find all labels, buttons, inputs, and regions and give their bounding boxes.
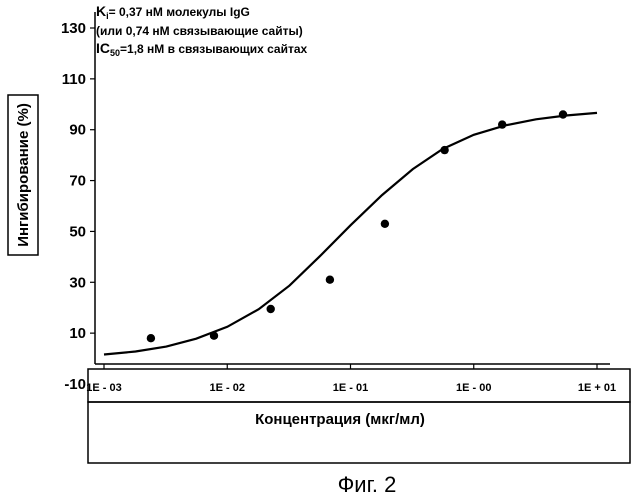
ki-annotation: Ki= 0,37 нМ молекулы IgG: [96, 3, 250, 21]
x-tick-label: 1E + 01: [578, 382, 616, 394]
ic50-annotation: IC50=1,8 нМ в связывающих сайтах: [96, 40, 308, 58]
y-axis-label: Ингибирование (%): [15, 103, 32, 247]
data-point: [440, 146, 448, 154]
data-point: [381, 220, 389, 228]
data-point: [559, 110, 567, 118]
y-tick-label: 30: [69, 274, 86, 291]
fit-curve: [104, 113, 597, 355]
binding-sites-annotation: (или 0,74 нМ связывающие сайты): [96, 24, 303, 38]
ki-symbol: K: [96, 3, 106, 19]
ic50-text: =1,8 нМ в связывающих сайтах: [120, 42, 307, 56]
data-point: [498, 120, 506, 128]
data-points: [147, 110, 568, 342]
y-ticks: -10 10 30 50 70 90 110 130: [61, 20, 95, 393]
figure-caption: Фиг. 2: [338, 472, 397, 497]
y-tick-label: 90: [69, 122, 86, 139]
x-tick-label: 1E - 01: [333, 382, 368, 394]
ic50-subscript: 50: [110, 48, 120, 58]
x-tick-label: 1E - 02: [210, 382, 245, 394]
x-axis-label: Концентрация (мкг/мл): [255, 411, 425, 428]
y-tick-label: 130: [61, 20, 86, 37]
ic50-symbol: IC: [96, 40, 110, 56]
x-tick-label: 1E - 00: [456, 382, 491, 394]
y-tick-label: 70: [69, 173, 86, 190]
data-point: [267, 305, 275, 313]
y-tick-label: 10: [69, 325, 86, 342]
y-tick-label: 110: [62, 71, 86, 88]
ki-text: 0,37 нМ молекулы IgG: [119, 5, 250, 19]
data-point: [147, 334, 155, 342]
y-tick-label: -10: [64, 376, 86, 393]
y-tick-label: 50: [69, 223, 86, 240]
ki-value: =: [109, 5, 119, 19]
data-point: [210, 332, 218, 340]
x-tick-label: 1E - 03: [86, 382, 121, 394]
data-point: [326, 276, 334, 284]
